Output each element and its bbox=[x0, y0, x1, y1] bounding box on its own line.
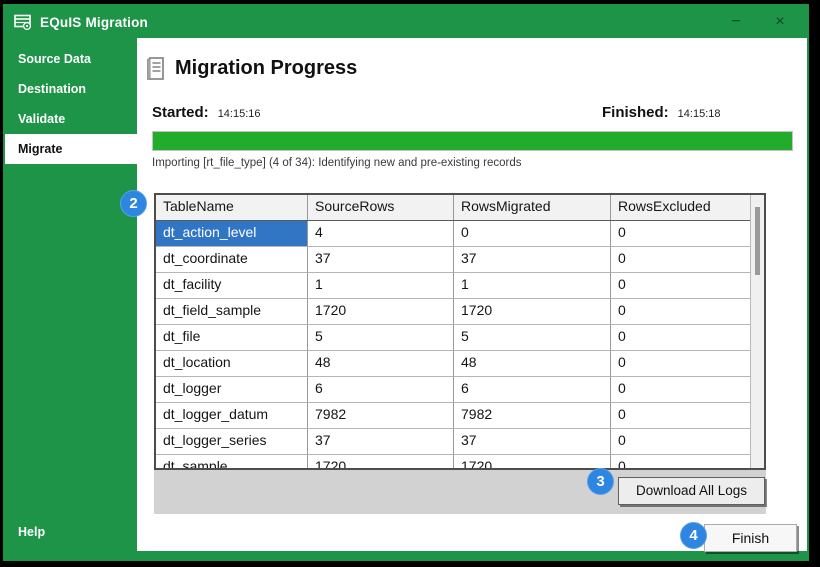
table-cell[interactable]: 6 bbox=[454, 377, 611, 403]
annotation-badge-2: 2 bbox=[120, 190, 147, 217]
table-cell[interactable]: 0 bbox=[611, 351, 750, 377]
table-row: dt_facility 1 1 0 bbox=[156, 273, 750, 299]
grid-header-row: TableName SourceRows RowsMigrated RowsExclu… bbox=[156, 195, 750, 221]
table-cell[interactable]: 0 bbox=[611, 403, 750, 429]
table-cell[interactable]: 0 bbox=[611, 377, 750, 403]
grid-column-header[interactable]: RowsMigrated bbox=[454, 195, 611, 220]
table-cell[interactable]: dt_logger_datum bbox=[156, 403, 308, 429]
table-cell[interactable]: 0 bbox=[611, 273, 750, 299]
results-grid: TableName SourceRows RowsMigrated RowsExclu… bbox=[154, 193, 766, 470]
table-cell[interactable]: 1720 bbox=[308, 299, 454, 325]
table-cell[interactable]: 37 bbox=[308, 429, 454, 455]
table-cell[interactable]: 1 bbox=[454, 273, 611, 299]
table-cell[interactable]: 1 bbox=[308, 273, 454, 299]
table-cell[interactable]: 0 bbox=[611, 221, 750, 247]
annotation-badge-4: 4 bbox=[680, 522, 707, 549]
grid-body: dt_action_level 4 0 0 dt_coordinate 37 37 0 dt_f… bbox=[156, 221, 750, 468]
table-cell[interactable]: 48 bbox=[454, 351, 611, 377]
table-row: dt_sample 1720 1720 0 bbox=[156, 455, 750, 468]
table-row: dt_location 48 48 0 bbox=[156, 351, 750, 377]
table-cell[interactable]: dt_logger_series bbox=[156, 429, 308, 455]
finished-label: Finished: bbox=[602, 104, 669, 121]
main-content: Migration Progress Started: 14:15:16 Fini… bbox=[137, 38, 807, 552]
title-bar: EQuIS Migration − × bbox=[5, 6, 807, 38]
finished-group: Finished: 14:15:18 bbox=[602, 104, 721, 122]
table-row: dt_file 5 5 0 bbox=[156, 325, 750, 351]
table-cell[interactable]: 0 bbox=[611, 429, 750, 455]
table-cell[interactable]: dt_action_level bbox=[156, 221, 308, 247]
table-cell[interactable]: dt_logger bbox=[156, 377, 308, 403]
table-cell[interactable]: 48 bbox=[308, 351, 454, 377]
table-cell[interactable]: 7982 bbox=[308, 403, 454, 429]
page-title: Migration Progress bbox=[175, 57, 358, 79]
sidebar-item-help[interactable]: Help bbox=[18, 525, 46, 539]
vertical-scrollbar[interactable] bbox=[750, 195, 764, 468]
sidebar-item-validate[interactable]: Validate bbox=[18, 112, 66, 126]
table-cell[interactable]: dt_coordinate bbox=[156, 247, 308, 273]
started-group: Started: 14:15:16 bbox=[152, 104, 261, 122]
table-cell[interactable]: 0 bbox=[611, 247, 750, 273]
table-cell[interactable]: 0 bbox=[611, 325, 750, 351]
app-window: EQuIS Migration − × Source Data Destinati… bbox=[3, 4, 809, 561]
table-cell[interactable]: 0 bbox=[611, 455, 750, 468]
table-row: dt_coordinate 37 37 0 bbox=[156, 247, 750, 273]
status-text: Importing [rt_file_type] (4 of 34): Iden… bbox=[152, 157, 522, 169]
table-cell[interactable]: 37 bbox=[454, 429, 611, 455]
table-cell[interactable]: 1720 bbox=[308, 455, 454, 468]
table-cell[interactable]: 37 bbox=[308, 247, 454, 273]
sidebar-item-source-data[interactable]: Source Data bbox=[18, 52, 91, 66]
table-cell[interactable]: dt_field_sample bbox=[156, 299, 308, 325]
table-cell[interactable]: dt_sample bbox=[156, 455, 308, 468]
table-cell[interactable]: 6 bbox=[308, 377, 454, 403]
window-bottom-strip bbox=[5, 551, 807, 559]
table-cell[interactable]: dt_location bbox=[156, 351, 308, 377]
table-cell[interactable]: 5 bbox=[308, 325, 454, 351]
table-row: dt_logger_datum 7982 7982 0 bbox=[156, 403, 750, 429]
sidebar-item-migrate[interactable]: Migrate bbox=[5, 134, 137, 164]
scrollbar-thumb[interactable] bbox=[755, 207, 760, 275]
table-cell[interactable]: 0 bbox=[611, 299, 750, 325]
app-logo-icon bbox=[14, 14, 32, 30]
sidebar: Source Data Destination Validate Migrate He… bbox=[5, 38, 137, 551]
table-cell[interactable]: dt_file bbox=[156, 325, 308, 351]
table-cell[interactable]: 4 bbox=[308, 221, 454, 247]
grid-column-header[interactable]: SourceRows bbox=[308, 195, 454, 220]
minimize-icon[interactable]: − bbox=[731, 13, 741, 30]
annotation-badge-3: 3 bbox=[587, 468, 614, 495]
table-cell[interactable]: 0 bbox=[454, 221, 611, 247]
table-cell[interactable]: dt_facility bbox=[156, 273, 308, 299]
table-cell[interactable]: 1720 bbox=[454, 299, 611, 325]
table-row: dt_action_level 4 0 0 bbox=[156, 221, 750, 247]
grid-column-header[interactable]: RowsExcluded bbox=[618, 198, 711, 214]
table-cell[interactable]: 5 bbox=[454, 325, 611, 351]
progress-bar bbox=[152, 131, 793, 151]
started-value: 14:15:16 bbox=[217, 108, 261, 120]
document-icon bbox=[147, 56, 164, 80]
progress-bar-fill bbox=[153, 132, 792, 150]
table-row: dt_logger 6 6 0 bbox=[156, 377, 750, 403]
grid-column-header[interactable]: TableName bbox=[156, 195, 308, 220]
table-row: dt_field_sample 1720 1720 0 bbox=[156, 299, 750, 325]
table-cell[interactable]: 1720 bbox=[454, 455, 611, 468]
table-cell[interactable]: 37 bbox=[454, 247, 611, 273]
started-label: Started: bbox=[152, 104, 209, 121]
sidebar-item-destination[interactable]: Destination bbox=[18, 82, 87, 96]
finish-button[interactable]: Finish bbox=[704, 524, 797, 552]
finished-value: 14:15:18 bbox=[677, 108, 721, 120]
table-cell[interactable]: 7982 bbox=[454, 403, 611, 429]
page-heading: Migration Progress bbox=[145, 56, 357, 81]
download-all-logs-button[interactable]: Download All Logs bbox=[618, 477, 765, 505]
window-title: EQuIS Migration bbox=[40, 14, 149, 30]
close-icon[interactable]: × bbox=[775, 13, 785, 30]
table-row: dt_logger_series 37 37 0 bbox=[156, 429, 750, 455]
